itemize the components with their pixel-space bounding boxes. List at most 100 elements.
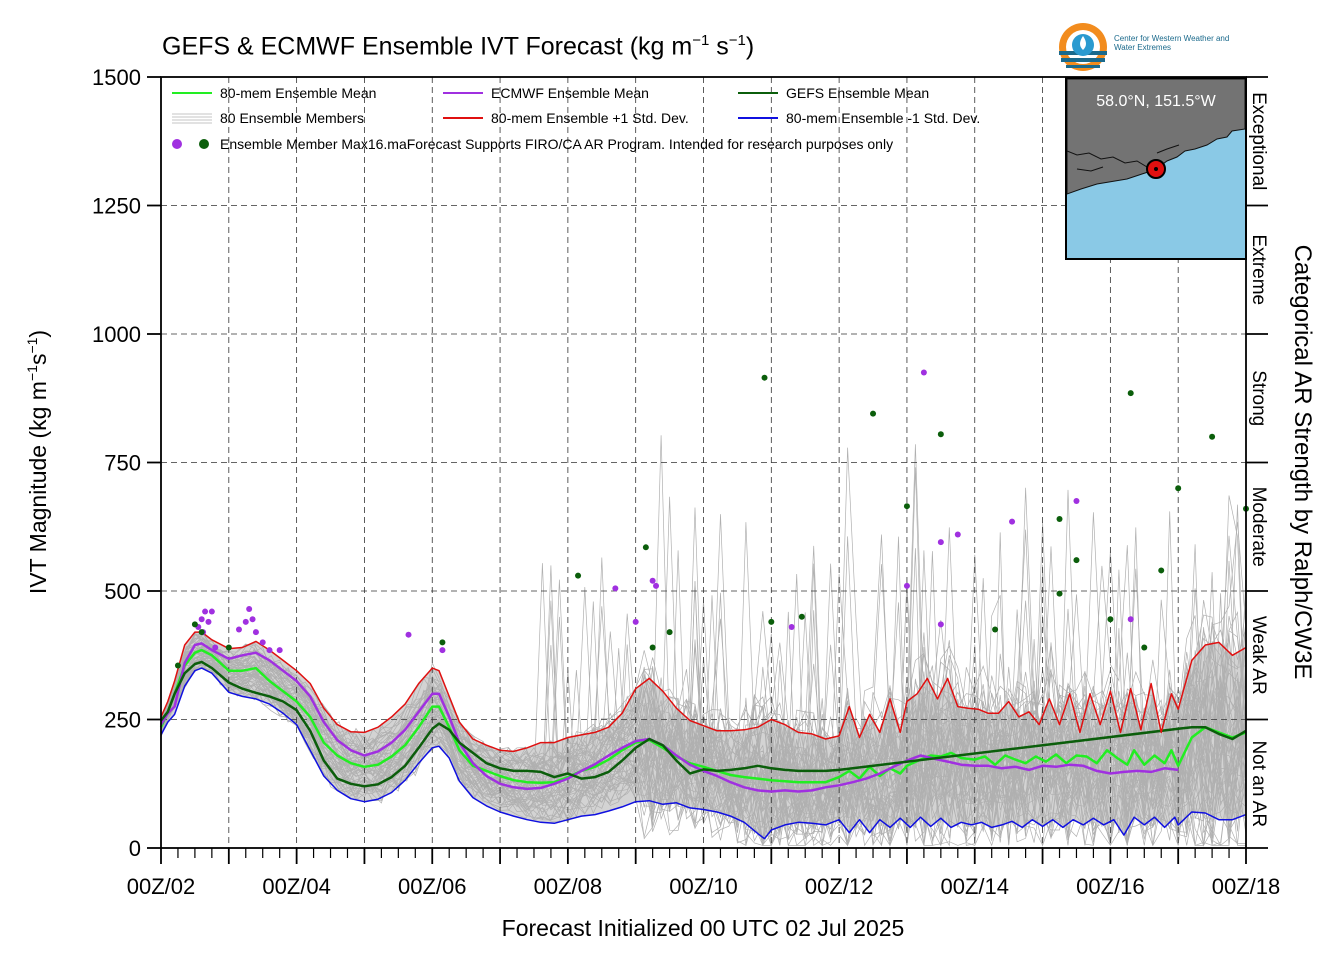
gefs-member-max — [1209, 433, 1216, 440]
gefs-member-max — [937, 431, 944, 438]
ecmwf-member-max — [788, 623, 795, 630]
y-tick-label: 250 — [104, 708, 141, 733]
cw3e-logo: Center for Western Weather and Water Ext… — [1058, 20, 1248, 74]
legend-label: 80-mem Ensemble -1 Std. Dev. — [786, 110, 980, 126]
coastline-detail — [1067, 144, 1180, 172]
y-tick-label: 1250 — [92, 194, 141, 219]
alaska-map — [1067, 79, 1245, 195]
gefs-member-max — [1141, 644, 1148, 651]
gefs-member-max — [198, 629, 205, 636]
gefs-member-max — [1127, 390, 1134, 397]
ecmwf-member-max — [242, 618, 249, 625]
gefs-member-max — [1107, 616, 1114, 623]
x-tick-label: 00Z/06 — [398, 874, 467, 899]
ecmwf-member-max — [252, 629, 259, 636]
ecmwf-member-max — [920, 369, 927, 376]
legend-label: GEFS Ensemble Mean — [786, 85, 929, 101]
category-label: Moderate — [1248, 487, 1269, 567]
grid — [161, 77, 1246, 848]
inset-coordinates: 58.0°N, 151.5°W — [1096, 93, 1216, 110]
category-label: Extreme — [1248, 234, 1269, 305]
gefs-member-max — [768, 618, 775, 625]
gefs-member-max — [1175, 485, 1182, 492]
series-80-mem-ensemble-1-std-dev- — [160, 667, 1247, 840]
legend-label: 80-mem Ensemble +1 Std. Dev. — [491, 110, 689, 126]
ecmwf-member-max — [212, 644, 219, 651]
x-tick-label: 00Z/08 — [534, 874, 603, 899]
x-tick-label: 00Z/16 — [1076, 874, 1145, 899]
gefs-member-max — [992, 626, 999, 633]
ecmwf-member-max — [954, 531, 961, 538]
legend-label: 80 Ensemble Members — [220, 110, 364, 126]
ecmwf-member-max — [249, 616, 256, 623]
category-label: Weak AR — [1248, 616, 1269, 695]
y-axis-label: IVT Magnitude (kg m−1s−1) — [24, 329, 51, 595]
legend-ecmwf-dot — [172, 139, 182, 149]
ecmwf-member-max — [1073, 498, 1080, 505]
gefs-member-max — [666, 629, 673, 636]
x-tick-label: 00Z/02 — [127, 874, 196, 899]
ecmwf-member-max — [1009, 518, 1016, 525]
ecmwf-member-max — [649, 577, 656, 584]
ecmwf-member-max — [202, 608, 209, 615]
x-tick-label: 00Z/12 — [805, 874, 874, 899]
gefs-member-max — [439, 639, 446, 646]
legend-label: ECMWF Ensemble Mean — [491, 85, 649, 101]
gefs-member-max — [649, 644, 656, 651]
x-tick-label: 00Z/18 — [1212, 874, 1281, 899]
ecmwf-member-max — [903, 582, 910, 589]
ecmwf-member-max — [266, 647, 273, 654]
series-80-mem-ensemble-mean — [159, 648, 1247, 784]
ecmwf-member-max — [937, 539, 944, 546]
x-tick-label: 00Z/14 — [941, 874, 1010, 899]
gefs-member-max — [225, 644, 232, 651]
ecmwf-member-max — [937, 621, 944, 628]
ecmwf-member-max — [405, 631, 412, 638]
legend-gefs-dot — [199, 139, 209, 149]
ecmwf-member-max — [259, 639, 266, 646]
category-axis-label: Categorical AR Strength by Ralph/CW3E — [1289, 244, 1316, 680]
gefs-member-max — [870, 410, 877, 417]
ecmwf-member-max — [612, 585, 619, 592]
ecmwf-member-max — [276, 647, 283, 654]
x-tick-label: 00Z/04 — [262, 874, 331, 899]
cw3e-logo-icon — [1059, 23, 1107, 71]
x-tick-label: 00Z/10 — [669, 874, 738, 899]
y-tick-label: 1000 — [92, 322, 141, 347]
ecmwf-member-max — [632, 618, 639, 625]
legend: 80-mem Ensemble Mean ECMWF Ensemble Mean G… — [172, 85, 980, 152]
gefs-member-max — [174, 662, 181, 669]
y-tick-label: 1500 — [92, 65, 141, 90]
y-tick-label: 500 — [104, 579, 141, 604]
member-max-dots — [174, 369, 1249, 669]
series-80-mem-ensemble-1-std-dev- — [160, 631, 1247, 753]
gefs-member-max — [903, 503, 910, 510]
logo-caption: Center for Western Weather and Water Ext… — [1114, 34, 1230, 52]
ecmwf-member-max — [198, 616, 205, 623]
ensemble-member-line — [160, 639, 1247, 847]
gefs-member-max — [575, 572, 582, 579]
gefs-member-max — [1056, 590, 1063, 597]
gefs-member-max — [761, 374, 768, 381]
gefs-member-max — [798, 613, 805, 620]
ensemble-members — [160, 435, 1247, 847]
ecmwf-member-max — [439, 647, 446, 654]
legend-note: Ensemble Member Max16.maForecast Support… — [220, 136, 893, 152]
y-tick-label: 750 — [104, 451, 141, 476]
ensemble-member-line — [160, 489, 1247, 811]
gefs-member-max — [1056, 516, 1063, 523]
gefs-member-max — [642, 544, 649, 551]
location-inset-map: 58.0°N, 151.5°W — [1065, 77, 1247, 260]
ecmwf-member-max — [653, 582, 660, 589]
chart-title: GEFS & ECMWF Ensemble IVT Forecast (kg m… — [162, 32, 755, 61]
land-mass — [1067, 79, 1245, 195]
gefs-member-max — [191, 621, 198, 628]
ecmwf-member-max — [1127, 616, 1134, 623]
ecmwf-member-max — [246, 605, 253, 612]
gefs-member-max — [1158, 567, 1165, 574]
category-label: Exceptional — [1248, 92, 1269, 190]
category-label: Not an AR — [1248, 740, 1269, 827]
category-label: Strong — [1248, 370, 1269, 426]
ecmwf-member-max — [208, 608, 215, 615]
ecmwf-member-max — [205, 618, 212, 625]
